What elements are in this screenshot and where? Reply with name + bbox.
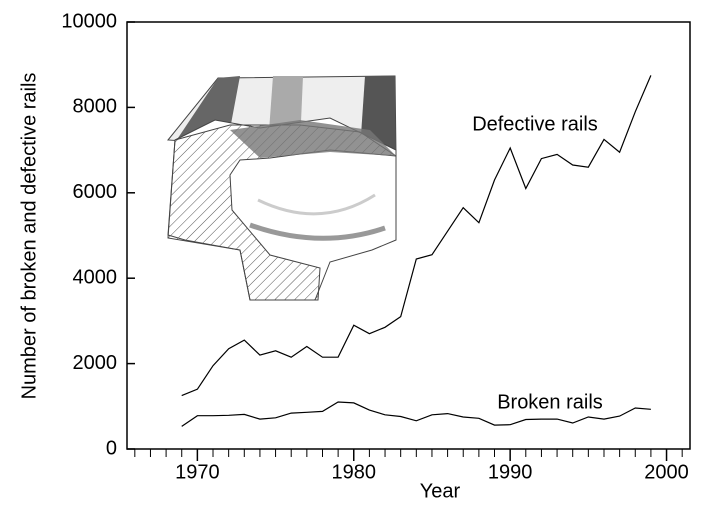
- y-tick-label: 10000: [61, 10, 117, 32]
- x-tick-label: 2000: [644, 461, 689, 483]
- x-axis-label: Year: [420, 480, 461, 502]
- y-tick-label: 4000: [73, 266, 118, 288]
- x-tick-label: 1970: [175, 461, 220, 483]
- data-line: [181, 401, 651, 427]
- y-tick-label: 8000: [73, 96, 118, 118]
- y-tick-label: 6000: [73, 181, 118, 203]
- plot-frame: [126, 21, 691, 450]
- y-axis-label: Number of broken and defective rails: [18, 73, 40, 400]
- x-tick-label: 1980: [332, 461, 377, 483]
- annotation: Broken rails: [497, 391, 603, 413]
- annotation: Defective rails: [472, 113, 598, 135]
- data-line: [181, 75, 652, 397]
- rail-illustration: [167, 75, 397, 301]
- y-tick-label: 2000: [73, 352, 118, 374]
- x-tick-label: 1990: [488, 461, 533, 483]
- y-tick-label: 0: [106, 437, 117, 459]
